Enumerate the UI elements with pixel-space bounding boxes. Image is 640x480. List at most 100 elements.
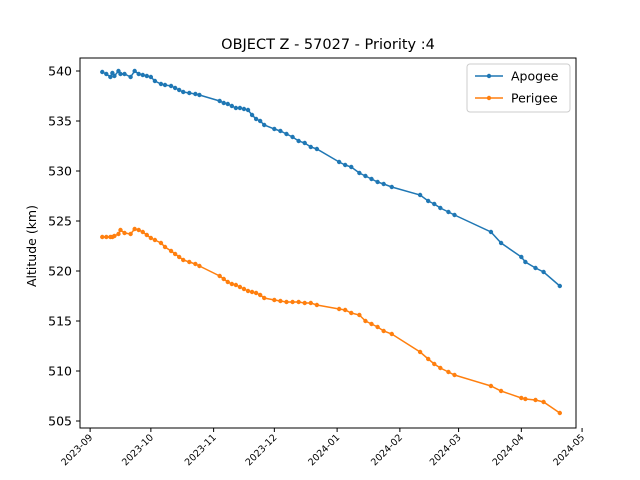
chart-title: OBJECT Z - 57027 - Priority :4 xyxy=(221,37,435,53)
perigee-point xyxy=(357,312,362,318)
apogee-point xyxy=(233,105,239,111)
perigee-point xyxy=(225,279,230,285)
perigee-point xyxy=(187,259,192,265)
apogee-point xyxy=(152,78,158,84)
y-axis-label: Altitude (km) xyxy=(24,205,39,287)
perigee-point xyxy=(284,299,289,305)
legend-apogee-label: Apogee xyxy=(511,69,559,84)
perigee-point xyxy=(438,365,443,371)
perigee-point xyxy=(488,383,494,389)
apogee-point xyxy=(308,144,313,150)
perigee-point xyxy=(308,300,313,306)
perigee-point xyxy=(181,257,186,263)
perigee-point xyxy=(446,369,451,375)
apogee-point xyxy=(257,118,263,124)
apogee-point xyxy=(452,212,457,218)
perigee-point xyxy=(158,240,164,246)
apogee-point xyxy=(446,209,451,215)
perigee-point xyxy=(389,331,394,337)
y-axis: 505 510 515 520 525 530 535 540 xyxy=(48,64,80,429)
apogee-point xyxy=(278,128,283,134)
perigee-point xyxy=(314,302,320,308)
perigee-point xyxy=(217,273,222,279)
apogee-point xyxy=(225,101,230,107)
apogee-point xyxy=(417,192,423,198)
perigee-point xyxy=(257,292,263,298)
apogee-point xyxy=(237,105,243,111)
apogee-point xyxy=(241,106,247,112)
apogee-point xyxy=(172,85,178,91)
apogee-point xyxy=(389,184,394,190)
perigee-point xyxy=(498,388,504,394)
perigee-point xyxy=(541,399,546,405)
apogee-point xyxy=(284,131,289,137)
perigee-point xyxy=(221,276,226,282)
apogee-point xyxy=(296,138,301,144)
apogee-point xyxy=(100,69,105,75)
apogee-point xyxy=(557,283,563,289)
apogee-point xyxy=(168,83,174,89)
perigee-point xyxy=(197,263,202,269)
apogee-point xyxy=(221,100,226,106)
plot-frame xyxy=(79,57,577,429)
legend-perigee-marker xyxy=(486,95,492,101)
perigee-point xyxy=(118,227,123,233)
perigee-point xyxy=(136,227,141,233)
apogee-point xyxy=(262,122,267,128)
perigee-point xyxy=(249,289,255,295)
perigee-point xyxy=(237,284,243,290)
apogee-point xyxy=(187,90,192,96)
apogee-point xyxy=(426,198,431,204)
apogee-point xyxy=(229,103,235,109)
apogee-point xyxy=(272,126,277,132)
legend-perigee-label: Perigee xyxy=(511,91,558,106)
perigee-point xyxy=(349,310,354,316)
apogee-point xyxy=(488,229,494,235)
perigee-point xyxy=(336,306,342,312)
perigee-point xyxy=(523,396,528,402)
apogee-point xyxy=(349,164,354,170)
perigee-point xyxy=(132,226,137,232)
y-tick-label: 520 xyxy=(48,264,72,279)
apogee-point xyxy=(343,162,348,168)
apogee-point xyxy=(249,112,255,118)
perigee-point xyxy=(253,290,259,296)
perigee-point xyxy=(533,397,538,403)
perigee-point xyxy=(116,231,121,237)
perigee-point xyxy=(432,361,437,367)
apogee-point xyxy=(122,71,127,77)
apogee-point xyxy=(197,92,202,98)
apogee-point xyxy=(162,82,168,88)
perigee-point xyxy=(172,251,178,257)
legend: Apogee Perigee xyxy=(466,63,571,113)
y-tick-label: 505 xyxy=(48,414,72,429)
apogee-point xyxy=(302,140,307,146)
y-tick-label: 540 xyxy=(48,64,72,79)
perigee-point xyxy=(290,299,295,305)
apogee-point xyxy=(140,72,145,78)
apogee-point xyxy=(369,176,374,182)
perigee-point xyxy=(245,288,251,294)
perigee-point xyxy=(148,235,154,241)
perigee-point xyxy=(177,254,182,260)
perigee-point xyxy=(426,356,431,362)
perigee-point xyxy=(557,410,563,416)
perigee-point xyxy=(229,281,235,287)
apogee-point xyxy=(112,73,117,79)
perigee-point xyxy=(262,295,267,301)
y-tick-label: 535 xyxy=(48,114,72,129)
y-tick-label: 515 xyxy=(48,314,72,329)
perigee-point xyxy=(168,248,174,254)
perigee-point xyxy=(104,234,109,240)
apogee-point xyxy=(132,68,137,74)
apogee-point xyxy=(158,81,164,87)
perigee-point xyxy=(128,231,133,237)
apogee-point xyxy=(136,71,141,77)
legend-apogee-marker xyxy=(486,73,492,79)
perigee-point xyxy=(302,300,307,306)
perigee-point xyxy=(375,324,380,330)
apogee-point xyxy=(217,98,222,104)
perigee-point xyxy=(140,229,145,235)
perigee-point xyxy=(233,282,239,288)
